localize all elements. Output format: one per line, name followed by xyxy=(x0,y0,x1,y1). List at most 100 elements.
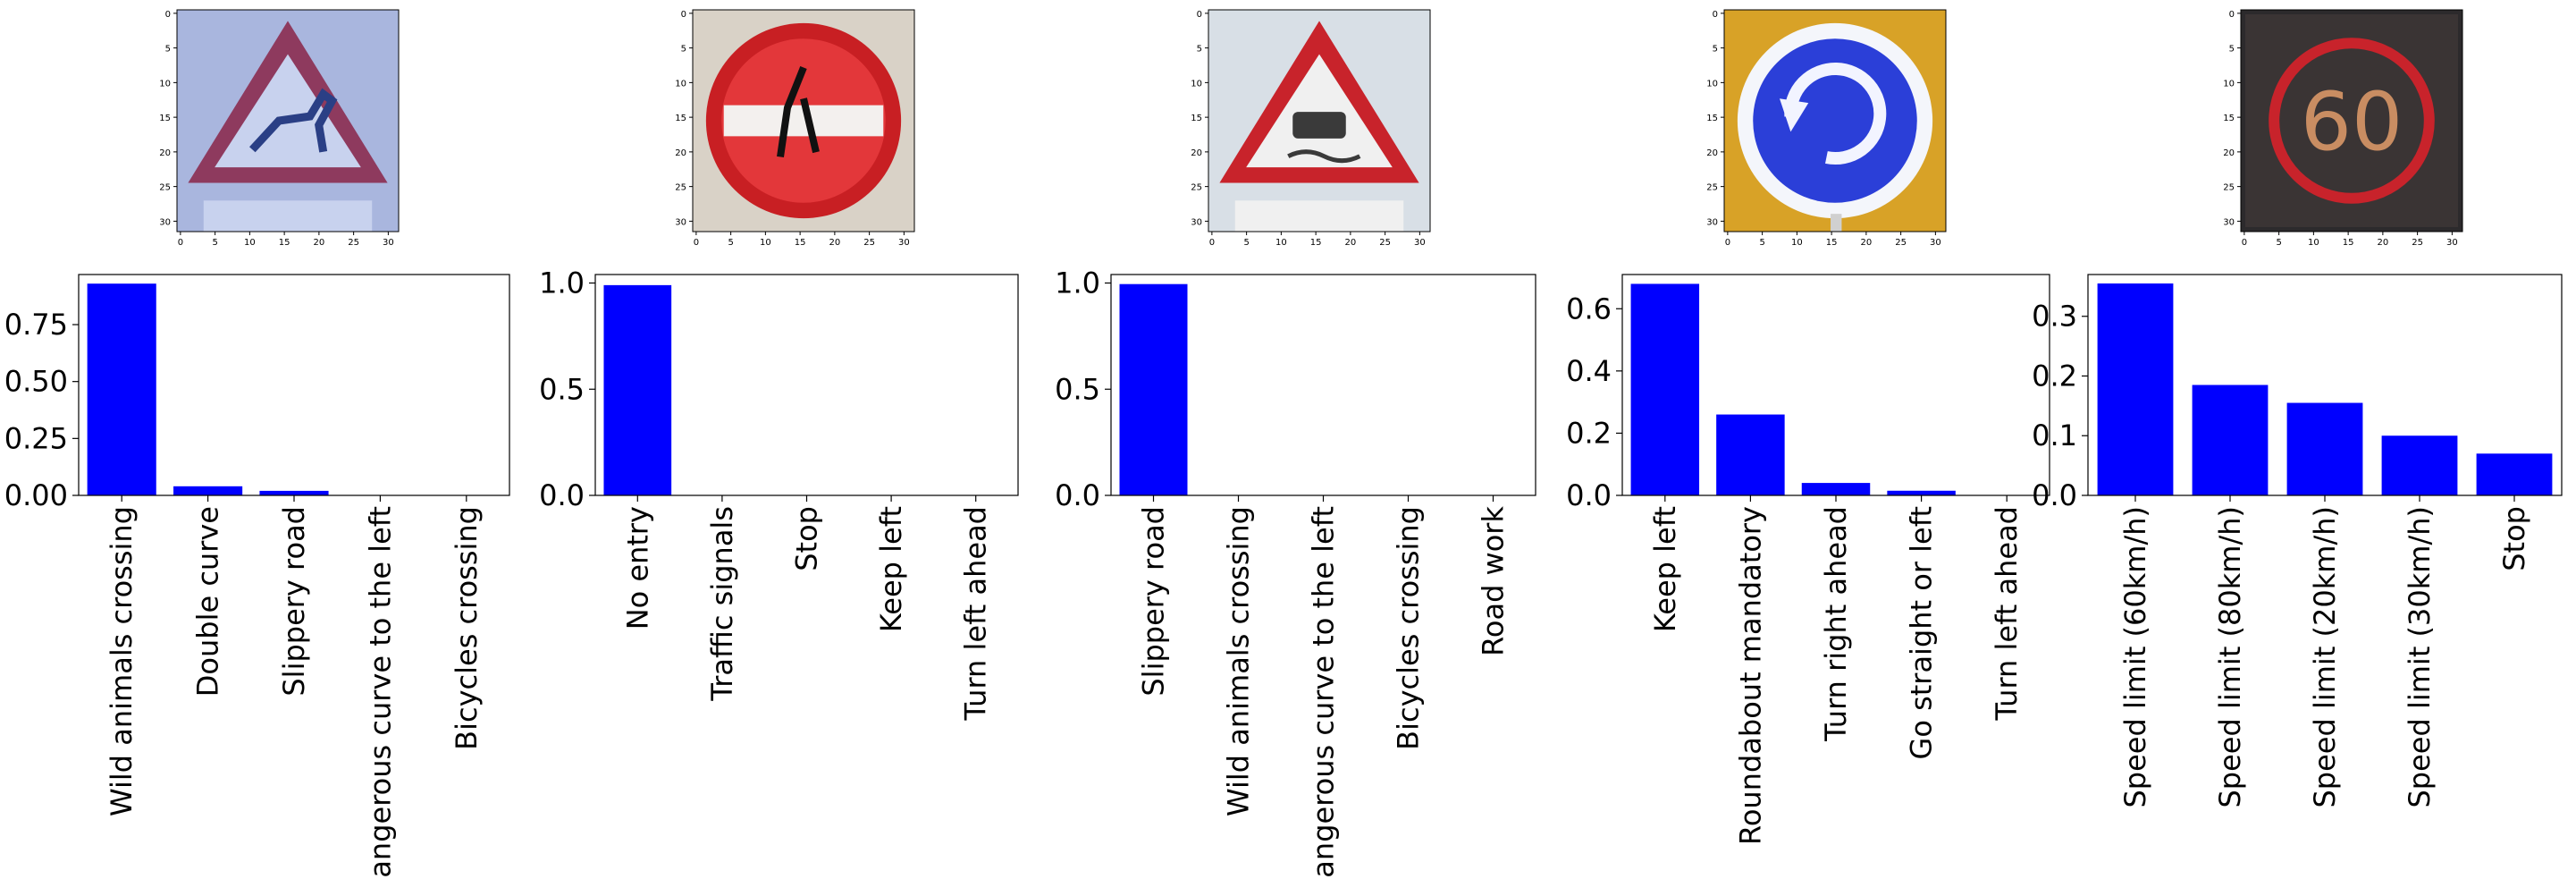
sign-triangle-fill xyxy=(1246,54,1393,168)
image-y-tick-label: 0 xyxy=(1197,10,1202,20)
sign-plate xyxy=(203,200,373,232)
image-y-tick-label: 20 xyxy=(2223,148,2235,158)
image-x-tick-label: 20 xyxy=(1345,238,1357,248)
image-y-tick-label: 25 xyxy=(1191,183,1202,193)
image-x-tick-label: 20 xyxy=(314,238,325,248)
image-y-tick-label: 0 xyxy=(1713,10,1718,20)
image-y-tick-label: 20 xyxy=(159,148,171,158)
y-tick-label: 0.5 xyxy=(1055,372,1100,406)
image-x-tick-label: 30 xyxy=(383,238,394,248)
image-y-tick-label: 25 xyxy=(1706,183,1718,193)
image-x-tick-label: 15 xyxy=(795,238,806,248)
image-x-tick-label: 15 xyxy=(1826,238,1838,248)
image-x-tick-label: 0 xyxy=(694,238,699,248)
y-tick-label: 0.75 xyxy=(4,308,68,342)
image-y-tick-label: 10 xyxy=(2223,79,2235,89)
image-y-tick-label: 30 xyxy=(675,217,686,227)
image-y-tick-label: 5 xyxy=(2229,45,2235,55)
y-tick-label: 0.00 xyxy=(4,478,68,512)
sign-image-2: 0 0 5 5 10 10 15 15 20 20 25 25 30 30 xyxy=(675,9,915,248)
bar xyxy=(2286,402,2363,495)
x-tick-label: Slippery road xyxy=(1137,506,1171,697)
bar xyxy=(2381,435,2458,495)
y-tick-label: 0.5 xyxy=(539,372,585,406)
image-x-tick-label: 5 xyxy=(1759,238,1764,248)
x-tick-label: Dangerous curve to the left xyxy=(363,506,397,879)
x-tick-label: Traffic signals xyxy=(705,506,739,702)
sign-image-1: 0 0 5 5 10 10 15 15 20 20 25 25 30 30 xyxy=(159,9,400,248)
bar-chart-4: 0.0 0.2 0.4 0.6 Keep left Roundabout mandator… xyxy=(1566,274,2050,845)
image-y-tick-label: 20 xyxy=(1706,148,1718,158)
x-tick-label: Turn left ahead xyxy=(1990,506,2024,722)
y-tick-label: 0.0 xyxy=(1055,478,1100,512)
image-x-tick-label: 25 xyxy=(863,238,875,248)
sign-circle-fill xyxy=(1753,38,1917,203)
bar-chart-5: 0.0 0.1 0.2 0.3 Speed limit (60km/h) Speed li… xyxy=(2032,274,2563,808)
image-x-tick-label: 10 xyxy=(1791,238,1803,248)
image-y-tick-label: 20 xyxy=(675,148,686,158)
y-tick-label: 0.6 xyxy=(1566,292,1612,325)
speed-ring xyxy=(2269,38,2435,204)
y-tick-label: 0.4 xyxy=(1566,354,1612,388)
sign-image-3: 0 0 5 5 10 10 15 15 20 20 25 25 30 30 xyxy=(1191,9,1431,248)
sign-pole xyxy=(1831,214,1842,232)
x-tick-label: Wild animals crossing xyxy=(105,506,139,816)
car-icon xyxy=(1292,112,1346,139)
image-x-tick-label: 15 xyxy=(1310,238,1322,248)
bar-chart-1: 0.00 0.25 0.50 0.75 Wild animals crossing Dou… xyxy=(4,274,510,879)
image-y-tick-label: 0 xyxy=(2229,10,2235,20)
image-y-tick-label: 20 xyxy=(1191,148,1202,158)
x-tick-label: Speed limit (20km/h) xyxy=(2308,506,2342,808)
image-y-tick-label: 15 xyxy=(1191,114,1202,123)
image-y-tick-label: 5 xyxy=(1713,45,1718,55)
y-tick-label: 0.3 xyxy=(2032,300,2077,334)
speed-digits: 60 xyxy=(2301,75,2403,169)
bar-chart-2: 0.0 0.5 1.0 No entry Traffic signals Stop Keep… xyxy=(539,266,1019,722)
bar xyxy=(259,490,329,495)
x-tick-label: Keep left xyxy=(1648,506,1682,632)
x-tick-label: Bicycles crossing xyxy=(450,506,484,750)
x-tick-label: Go straight or left xyxy=(1905,506,1939,759)
bar xyxy=(1630,283,1700,495)
sign-plate xyxy=(1234,200,1404,232)
x-tick-label: Stop xyxy=(2497,506,2531,571)
image-y-tick-label: 10 xyxy=(159,79,171,89)
image-x-tick-label: 30 xyxy=(898,238,910,248)
x-tick-label: Speed limit (60km/h) xyxy=(2118,506,2152,808)
image-y-tick-label: 5 xyxy=(165,45,171,55)
skid-marks-icon xyxy=(1287,149,1361,164)
image-y-tick-label: 10 xyxy=(1191,79,1202,89)
image-y-tick-label: 15 xyxy=(675,114,686,123)
y-tick-label: 0.0 xyxy=(1566,478,1612,512)
x-tick-label: Double curve xyxy=(191,506,225,697)
image-x-tick-label: 30 xyxy=(1930,238,1941,248)
bar xyxy=(173,486,243,495)
image-frame xyxy=(1723,9,1947,232)
y-tick-label: 1.0 xyxy=(1055,266,1100,300)
image-y-tick-label: 30 xyxy=(159,217,171,227)
image-x-tick-label: 10 xyxy=(760,238,771,248)
image-x-tick-label: 5 xyxy=(2276,238,2281,248)
y-tick-label: 0.0 xyxy=(2032,478,2077,512)
image-x-tick-label: 0 xyxy=(178,238,183,248)
roundabout-arrow-icon xyxy=(1784,63,1887,165)
image-frame xyxy=(692,9,915,232)
image-frame xyxy=(176,9,400,232)
image-x-tick-label: 10 xyxy=(1275,238,1287,248)
image-y-tick-label: 25 xyxy=(159,183,171,193)
image-x-tick-label: 10 xyxy=(244,238,256,248)
image-y-tick-label: 15 xyxy=(159,114,171,123)
image-x-tick-label: 15 xyxy=(2343,238,2354,248)
image-x-tick-label: 20 xyxy=(1861,238,1873,248)
bar xyxy=(1119,283,1188,495)
x-tick-label: Turn left ahead xyxy=(959,506,993,722)
image-x-tick-label: 30 xyxy=(2446,238,2458,248)
image-x-tick-label: 0 xyxy=(1725,238,1730,248)
y-tick-label: 0.0 xyxy=(539,478,585,512)
y-tick-label: 1.0 xyxy=(539,266,585,300)
bar xyxy=(2476,453,2553,495)
image-x-tick-label: 20 xyxy=(829,238,841,248)
image-x-tick-label: 25 xyxy=(348,238,359,248)
image-x-tick-label: 20 xyxy=(2378,238,2389,248)
image-x-tick-label: 5 xyxy=(212,238,217,248)
